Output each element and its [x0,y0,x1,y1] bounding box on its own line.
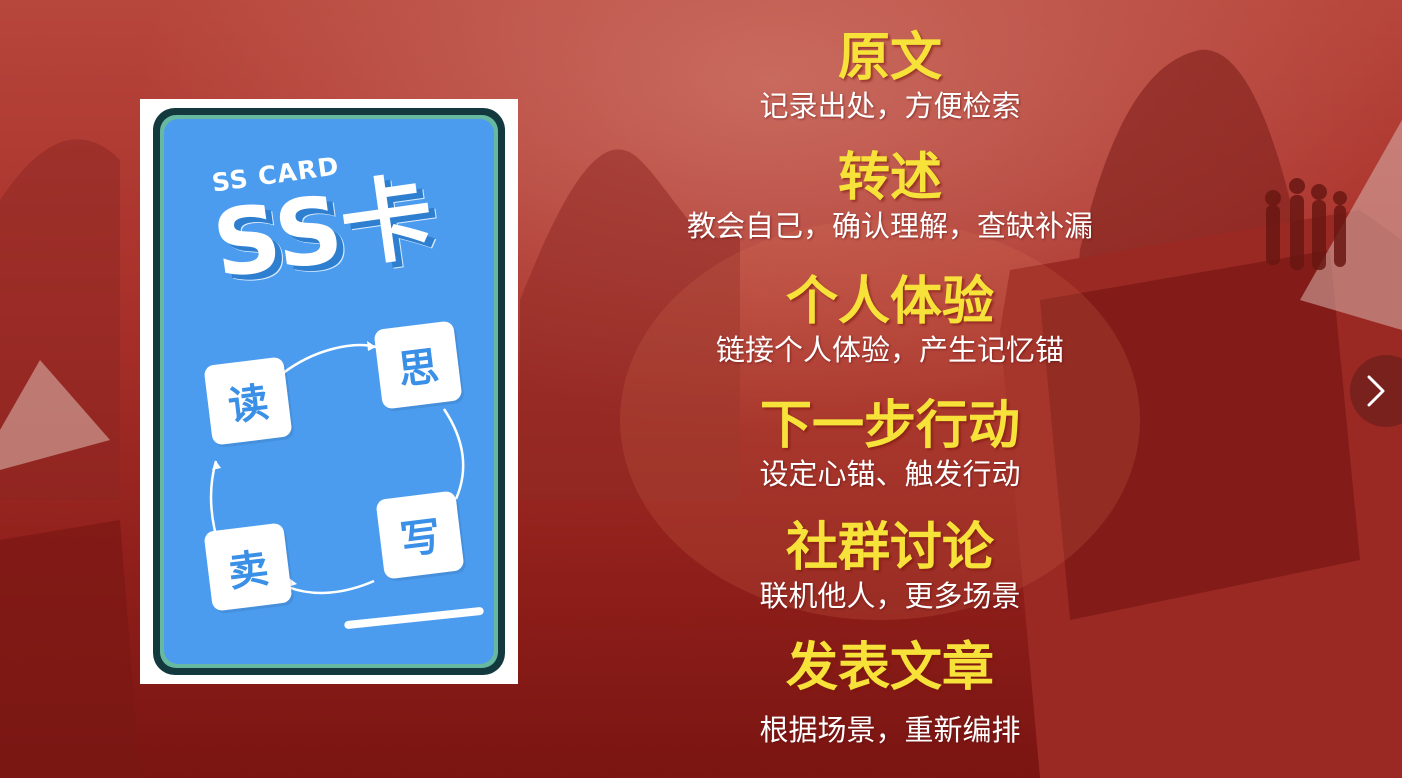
step-next-action: 下一步行动 设定心锚、触发行动 [600,396,1180,492]
step-title: 社群讨论 [785,517,994,578]
next-slide-button[interactable] [1350,355,1402,427]
step-restate: 转述 教会自己，确认理解，查缺补漏 [600,148,1180,244]
chevron-right-icon [1367,375,1385,407]
ss-card-border: SS CARD SS卡 [153,108,505,675]
step-title: 下一步行动 [759,395,1020,456]
tile-think: 思 [373,320,463,410]
ss-card-inner-border: SS CARD SS卡 [160,115,498,668]
step-description: 根据场景，重新编排 [759,713,1021,747]
step-title: 原文 [837,27,942,88]
ss-card-image: SS CARD SS卡 [140,99,518,684]
step-description: 设定心锚、触发行动 [759,457,1021,491]
step-description: 联机他人，更多场景 [759,579,1021,613]
step-description: 记录出处，方便检索 [759,89,1021,123]
tile-read: 读 [203,356,293,446]
step-title: 转述 [837,147,942,208]
step-description: 链接个人体验，产生记忆锚 [715,333,1064,367]
step-community-discussion: 社群讨论 联机他人，更多场景 [600,518,1180,614]
step-description: 教会自己，确认理解，查缺补漏 [686,209,1093,243]
step-original: 原文 记录出处，方便检索 [600,28,1180,124]
tile-sell: 卖 [203,522,293,612]
step-title: 个人体验 [785,271,994,332]
step-personal-experience: 个人体验 链接个人体验，产生记忆锚 [600,272,1180,368]
step-title: 发表文章 [785,637,994,698]
ss-card-face: SS CARD SS卡 [164,119,494,664]
step-publish-article: 发表文章 根据场景，重新编排 [600,638,1180,748]
tile-write: 写 [375,490,465,580]
